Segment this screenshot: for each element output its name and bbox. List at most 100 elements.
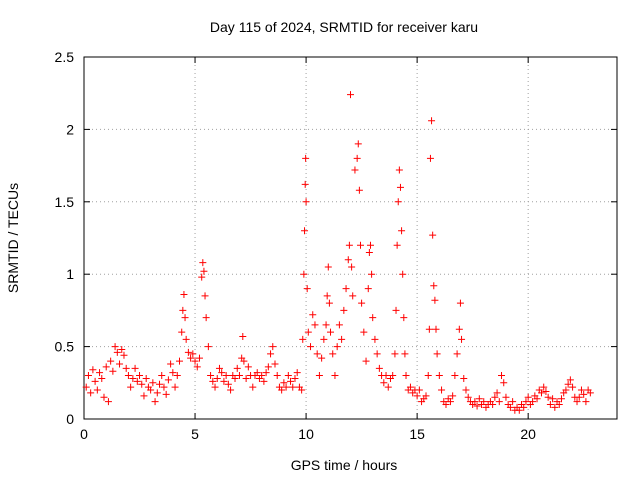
data-point <box>218 369 226 377</box>
data-point <box>91 377 99 385</box>
data-point <box>133 377 141 385</box>
x-tick-label: 20 <box>520 426 536 442</box>
data-point <box>347 91 354 99</box>
data-point <box>244 363 252 371</box>
data-point <box>264 363 272 371</box>
data-point <box>460 374 468 382</box>
data-point <box>284 372 292 380</box>
data-point <box>231 374 239 382</box>
data-point <box>392 306 400 314</box>
data-point <box>349 292 357 300</box>
data-point <box>358 299 366 307</box>
data-point <box>546 401 554 409</box>
data-point <box>293 369 301 377</box>
data-point <box>224 380 232 388</box>
data-point <box>456 299 464 307</box>
data-point <box>298 386 306 394</box>
data-point <box>273 372 281 380</box>
data-point <box>302 198 310 206</box>
data-point <box>303 285 311 293</box>
data-point <box>351 166 359 174</box>
data-point <box>495 398 503 406</box>
data-point <box>120 351 128 359</box>
grid-lines <box>84 57 617 419</box>
data-point <box>242 374 250 382</box>
y-axis-ticks: 0 0.5 1 1.5 2 2.5 <box>55 49 617 427</box>
data-point <box>415 386 423 394</box>
data-point <box>213 374 221 382</box>
data-point <box>429 231 437 239</box>
data-point <box>116 360 124 368</box>
data-point <box>131 364 139 372</box>
data-point <box>280 379 288 387</box>
data-point <box>158 372 166 380</box>
y-tick-label: 1 <box>66 266 74 282</box>
data-point <box>373 350 381 358</box>
data-point <box>299 335 307 343</box>
data-point <box>149 379 157 387</box>
data-point <box>118 345 126 353</box>
data-point <box>109 367 117 375</box>
data-point <box>455 325 463 333</box>
data-point <box>391 350 399 358</box>
data-point <box>365 248 373 256</box>
data-point <box>100 393 108 401</box>
data-point <box>164 376 172 384</box>
data-point <box>384 383 392 391</box>
data-point <box>269 343 277 351</box>
data-point <box>249 383 257 391</box>
data-point <box>458 335 466 343</box>
data-point <box>435 372 443 380</box>
data-point <box>522 398 530 406</box>
data-point <box>96 369 104 377</box>
data-point <box>498 372 506 380</box>
data-point <box>393 241 401 249</box>
data-point <box>401 350 409 358</box>
data-point <box>371 335 379 343</box>
data-point <box>422 392 430 400</box>
data-point <box>473 402 481 410</box>
data-point <box>233 364 241 372</box>
data-point <box>302 154 310 162</box>
data-point <box>318 354 326 362</box>
x-tick-label: 5 <box>191 426 199 442</box>
data-point <box>111 343 119 351</box>
x-axis-label: GPS time / hours <box>291 457 398 473</box>
data-point <box>564 380 572 388</box>
data-point <box>529 398 537 406</box>
data-point <box>82 383 90 391</box>
data-point <box>322 321 330 329</box>
data-point <box>557 395 565 403</box>
data-point <box>138 380 146 388</box>
data-point <box>413 392 421 400</box>
data-point <box>195 354 203 362</box>
data-point <box>364 285 372 293</box>
data-point <box>549 395 557 403</box>
data-point <box>360 328 368 336</box>
data-point <box>453 350 461 358</box>
data-point <box>307 343 315 351</box>
data-point <box>426 154 434 162</box>
data-point <box>520 403 528 411</box>
data-point <box>260 377 268 385</box>
data-point <box>389 372 397 380</box>
data-point <box>424 372 432 380</box>
data-point <box>396 183 404 191</box>
x-tick-label: 15 <box>409 426 425 442</box>
y-tick-label: 1.5 <box>55 194 75 210</box>
data-point <box>537 389 545 397</box>
data-point <box>147 386 155 394</box>
data-point <box>193 363 201 371</box>
data-point <box>555 401 563 409</box>
data-point <box>189 350 197 358</box>
data-point <box>153 389 161 397</box>
data-point <box>356 241 364 249</box>
y-tick-label: 0.5 <box>55 339 75 355</box>
data-point <box>140 392 148 400</box>
data-point <box>267 350 275 358</box>
data-point <box>301 227 309 235</box>
data-point <box>313 350 321 358</box>
data-point <box>395 166 403 174</box>
data-point <box>327 328 335 336</box>
data-point <box>84 372 92 380</box>
